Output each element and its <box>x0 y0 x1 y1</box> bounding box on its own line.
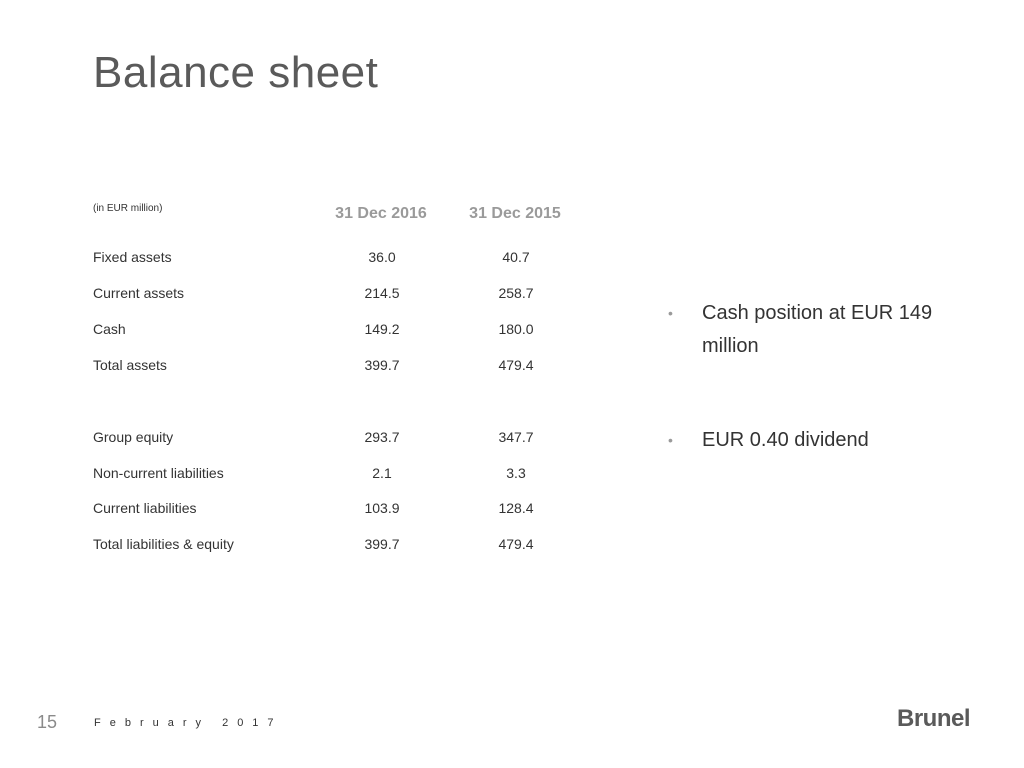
value-2016: 103.9 <box>364 500 400 516</box>
table-row: Total assets 399.7 479.4 <box>93 357 593 377</box>
value-2015: 479.4 <box>498 357 534 373</box>
value-2015: 180.0 <box>498 321 534 337</box>
table-row: Fixed assets 36.0 40.7 <box>93 249 593 269</box>
table-row: Current assets 214.5 258.7 <box>93 285 593 305</box>
table-row: Non-current liabilities 2.1 3.3 <box>93 465 593 485</box>
slide-title: Balance sheet <box>93 48 379 97</box>
row-label: Cash <box>93 321 126 337</box>
table-row: Total liabilities & equity 399.7 479.4 <box>93 536 593 556</box>
value-2016: 399.7 <box>364 536 400 552</box>
value-2015: 479.4 <box>498 536 534 552</box>
brunel-logo: Brunel <box>897 705 971 732</box>
value-2015: 347.7 <box>498 429 534 445</box>
value-2016: 399.7 <box>364 357 400 373</box>
row-label: Non-current liabilities <box>93 465 224 481</box>
value-2016: 214.5 <box>364 285 400 301</box>
table-row: Group equity 293.7 347.7 <box>93 429 593 449</box>
value-2015: 258.7 <box>498 285 534 301</box>
column-header-2016: 31 Dec 2016 <box>335 205 427 222</box>
bullet-text: EUR 0.40 dividend <box>702 429 869 451</box>
row-label: Group equity <box>93 429 174 445</box>
row-label: Current liabilities <box>93 500 197 516</box>
value-2016: 2.1 <box>372 465 392 481</box>
column-header-2015: 31 Dec 2015 <box>469 205 561 222</box>
value-2016: 149.2 <box>364 321 400 337</box>
value-2016: 36.0 <box>368 249 396 265</box>
value-2015: 40.7 <box>502 249 530 265</box>
bullet-dot-icon: • <box>668 432 673 448</box>
value-2015: 3.3 <box>506 465 526 481</box>
row-label: Total liabilities & equity <box>93 536 234 552</box>
bullet-item: • EUR 0.40 dividend <box>668 424 968 457</box>
table-row: Current liabilities 103.9 128.4 <box>93 500 593 520</box>
value-2015: 128.4 <box>498 500 534 516</box>
bullet-text: Cash position at EUR 149 million <box>702 302 933 357</box>
row-label: Current assets <box>93 285 185 301</box>
footer-date: February 2017 <box>94 717 283 729</box>
bullet-item: • Cash position at EUR 149 million <box>668 297 968 363</box>
value-2016: 293.7 <box>364 429 400 445</box>
table-row: Cash 149.2 180.0 <box>93 321 593 341</box>
row-label: Fixed assets <box>93 249 172 265</box>
bullet-dot-icon: • <box>668 305 673 321</box>
unit-note: (in EUR million) <box>93 203 163 214</box>
page-number: 15 <box>37 712 58 732</box>
row-label: Total assets <box>93 357 167 373</box>
